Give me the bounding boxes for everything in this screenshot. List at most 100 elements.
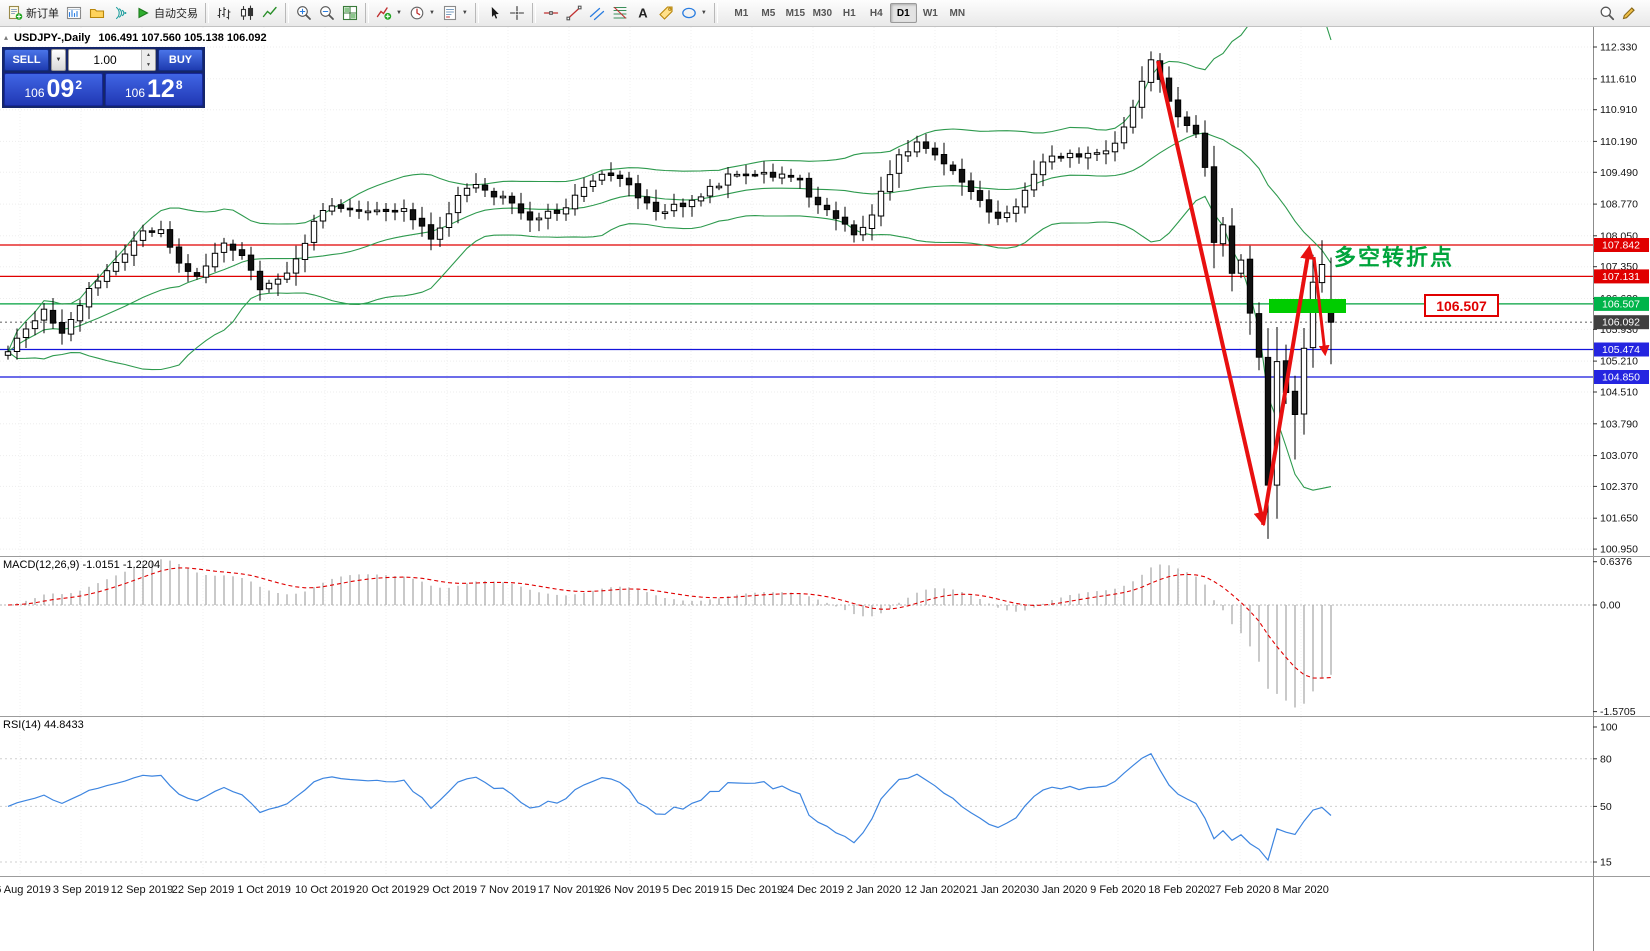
toolbar-search-button[interactable] (1596, 2, 1618, 24)
turning-point-annotation[interactable]: 多空转折点 (1334, 245, 1455, 270)
price-level-badge-label: 107.842 (1602, 240, 1640, 252)
bid-prefix: 106 (24, 85, 45, 100)
timeframe-m15-button[interactable]: M15 (782, 3, 809, 23)
date-label[interactable]: 2 Jan 2020 (847, 884, 901, 896)
price-axis-label: 103.790 (1600, 418, 1638, 430)
date-label[interactable]: 17 Nov 2019 (538, 884, 600, 896)
timeframe-m1-button[interactable]: M1 (728, 3, 755, 23)
timeframe-d1-button[interactable]: D1 (889, 3, 917, 23)
chart-canvas[interactable]: 112.330 111.610 110.910 110.190 109.490 108.7… (0, 27, 1650, 951)
periods-icon (409, 5, 425, 21)
down-trend-arrow[interactable] (1156, 60, 1268, 527)
date-label[interactable]: 22 Sep 2019 (172, 884, 234, 896)
price-level-badge (1594, 370, 1649, 384)
dropdown-arrow-icon: ▼ (700, 10, 707, 16)
toolbar-bar-chart-button[interactable] (213, 2, 235, 24)
date-label[interactable]: 5 Dec 2019 (663, 884, 719, 896)
toolbar-market-watch-button[interactable] (109, 2, 131, 24)
toolbar-edit-button[interactable] (1618, 2, 1640, 24)
toolbar-zoom-in-button[interactable] (293, 2, 315, 24)
toolbar-fibonacci-button[interactable] (609, 2, 631, 24)
date-label[interactable]: 9 Feb 2020 (1090, 884, 1146, 896)
date-label[interactable]: 18 Feb 2020 (1148, 884, 1210, 896)
timeframe-h4-button[interactable]: H4 (863, 3, 890, 23)
toolbar-text-button[interactable]: A (632, 2, 654, 24)
main-toolbar: 新订单 自动交易 ▼ ▼ ▼ A ▼ M1 M5 M15 M30 H1 H4 D1 W1 MN (0, 0, 1650, 27)
price-level-badge (1594, 342, 1649, 357)
one-click-controls: SELL ▼ ▲ ▼ BUY (4, 49, 203, 71)
volume-input[interactable] (69, 50, 141, 70)
date-label[interactable]: 26 Aug 2019 (0, 884, 51, 896)
rsi-axis-label: 50 (1600, 801, 1612, 813)
toolbar-shapes-button[interactable]: ▼ (678, 2, 710, 24)
price-tag-label[interactable]: 106.507 (1424, 294, 1499, 317)
price-scale[interactable] (1593, 27, 1650, 951)
timeframe-h1-button[interactable]: H1 (836, 3, 863, 23)
volume-dropdown-button[interactable]: ▼ (51, 49, 66, 71)
date-label[interactable]: 29 Oct 2019 (417, 884, 477, 896)
toolbar-line-chart-button[interactable] (259, 2, 281, 24)
volume-down-button[interactable]: ▼ (142, 60, 155, 70)
trendline-icon (566, 5, 582, 21)
macd-axis-label: 0.6376 (1600, 556, 1632, 568)
price-axis-label: 110.190 (1600, 136, 1637, 148)
toolbar-indicators-button[interactable]: ▼ (373, 2, 405, 24)
macd-axis-label: 0.00 (1600, 600, 1621, 612)
bid-price-box[interactable]: 106 09 2 (4, 73, 103, 106)
toolbar-label-button[interactable] (655, 2, 677, 24)
timeframe-m30-button[interactable]: M30 (809, 3, 836, 23)
toolbar-templates-button[interactable]: ▼ (439, 2, 471, 24)
date-label[interactable]: 26 Nov 2019 (599, 884, 661, 896)
ask-price-box[interactable]: 106 12 8 (104, 73, 203, 106)
date-label[interactable]: 20 Oct 2019 (356, 884, 416, 896)
trend-arrows[interactable] (1156, 60, 1330, 527)
sell-button[interactable]: SELL (4, 49, 49, 71)
support-zone-rectangle[interactable] (1269, 299, 1346, 313)
date-label[interactable]: 30 Jan 2020 (1027, 884, 1088, 896)
indicators-icon (376, 5, 392, 21)
date-label[interactable]: 1 Oct 2019 (237, 884, 291, 896)
date-label[interactable]: 15 Dec 2019 (721, 884, 783, 896)
date-label[interactable]: 12 Sep 2019 (111, 884, 173, 896)
toolbar-cursor-button[interactable] (483, 2, 505, 24)
date-label[interactable]: 24 Dec 2019 (782, 884, 844, 896)
toolbar-candlestick-chart-button[interactable] (236, 2, 258, 24)
macd-panel (0, 559, 1593, 708)
timeframe-group: M1 M5 M15 M30 H1 H4 D1 W1 MN (728, 3, 971, 23)
toolbar-zoom-out-button[interactable] (316, 2, 338, 24)
symbol-name: USDJPY-,Daily (14, 32, 91, 44)
toolbar-new-order-button[interactable]: 新订单 (4, 2, 62, 24)
date-label[interactable]: 3 Sep 2019 (53, 884, 109, 896)
toolbar-horizontal-line-button[interactable] (540, 2, 562, 24)
toolbar-chart-window-button[interactable] (63, 2, 85, 24)
date-label[interactable]: 8 Mar 2020 (1273, 884, 1329, 896)
toolbar-tile-windows-button[interactable] (339, 2, 361, 24)
timeframe-w1-button[interactable]: W1 (917, 3, 944, 23)
date-label[interactable]: 7 Nov 2019 (480, 884, 536, 896)
volume-spinner: ▲ ▼ (141, 50, 155, 70)
date-label[interactable]: 27 Feb 2020 (1209, 884, 1271, 896)
buy-button[interactable]: BUY (158, 49, 203, 71)
toolbar-crosshair-button[interactable] (506, 2, 528, 24)
toolbar-separator (713, 3, 718, 23)
toolbar-channel-button[interactable] (586, 2, 608, 24)
up-rebound-arrow[interactable] (1261, 244, 1315, 526)
pullback-arrow[interactable] (1312, 256, 1330, 357)
toolbar-right-group (1596, 2, 1640, 24)
candlestick-chart-icon (239, 5, 255, 21)
date-label[interactable]: 10 Oct 2019 (295, 884, 355, 896)
chart-window[interactable]: 112.330 111.610 110.910 110.190 109.490 108.7… (0, 27, 1650, 951)
volume-up-button[interactable]: ▲ (142, 50, 155, 60)
timeframe-m5-button[interactable]: M5 (755, 3, 782, 23)
toolbar-auto-trading-button[interactable]: 自动交易 (132, 2, 201, 24)
date-label[interactable]: 12 Jan 2020 (905, 884, 966, 896)
profiles-icon (89, 5, 105, 21)
toolbar-trendline-button[interactable] (563, 2, 585, 24)
toolbar-profiles-button[interactable] (86, 2, 108, 24)
toolbar-separator (531, 3, 536, 23)
toolbar-periods-button[interactable]: ▼ (406, 2, 438, 24)
zoom-out-icon (319, 5, 335, 21)
timeframe-mn-button[interactable]: MN (944, 3, 971, 23)
date-label[interactable]: 21 Jan 2020 (966, 884, 1027, 896)
